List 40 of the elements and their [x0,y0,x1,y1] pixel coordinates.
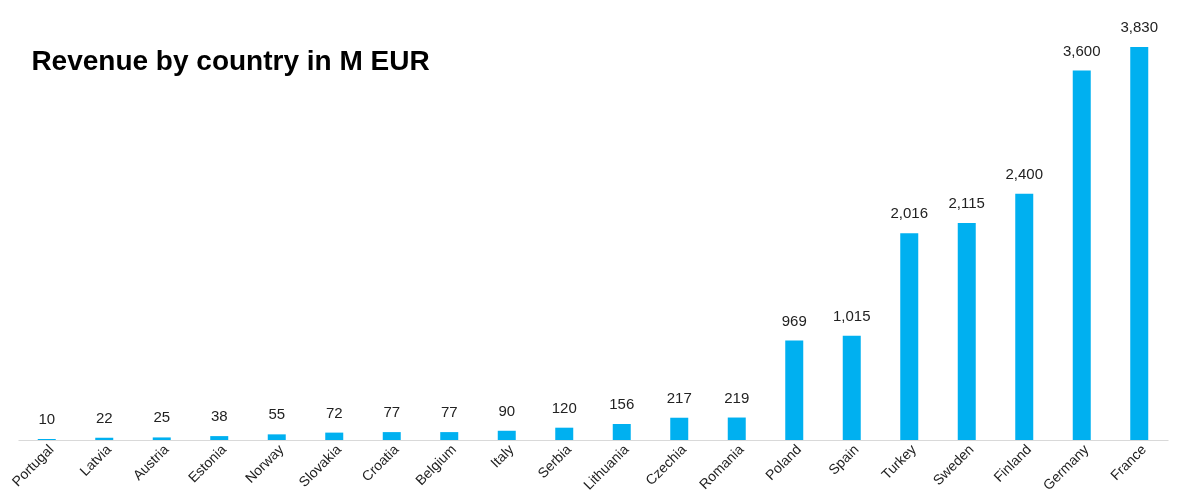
data-label: 2,016 [890,204,929,222]
bar [382,432,401,440]
bar [210,436,229,440]
data-label: 77 [383,403,401,421]
data-label: 77 [440,403,458,421]
data-label: 219 [724,388,750,406]
bar [612,423,631,440]
data-label: 217 [666,388,692,406]
data-label: 2,400 [1005,164,1044,182]
bar [497,430,516,440]
bar [1130,47,1149,440]
bar [440,432,459,440]
bar [957,222,976,440]
data-label: 3,600 [1062,41,1101,59]
bar [785,340,804,440]
data-label: 3,830 [1120,18,1159,35]
data-label: 72 [325,403,343,421]
bar [842,335,861,440]
bar [670,417,689,440]
data-label: 55 [268,405,286,423]
data-label: 120 [551,398,577,416]
data-label: 969 [781,311,807,329]
data-label: 22 [95,408,113,426]
data-label: 156 [609,394,635,412]
bar [1015,193,1034,440]
bar [325,432,344,440]
data-label: 25 [153,408,171,426]
data-label: 1,015 [832,306,871,324]
bar [555,427,574,440]
bar [900,233,919,440]
chart-title: Revenue by country in M EUR [31,45,430,76]
data-label: 2,115 [948,193,985,211]
bar [727,417,746,440]
bar [267,434,286,440]
bar [1072,70,1091,440]
data-label: 38 [210,407,228,425]
data-label: 90 [498,401,516,419]
bar [152,437,171,440]
x-tick-label: Italy [487,441,517,471]
data-label: 10 [38,409,56,427]
